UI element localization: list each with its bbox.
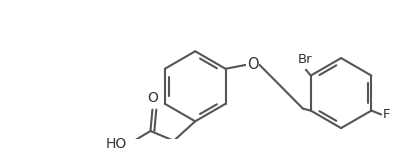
Text: O: O [247,57,258,72]
Text: HO: HO [106,137,127,151]
Text: O: O [147,91,158,105]
Text: F: F [383,108,390,121]
Text: Br: Br [298,53,312,66]
